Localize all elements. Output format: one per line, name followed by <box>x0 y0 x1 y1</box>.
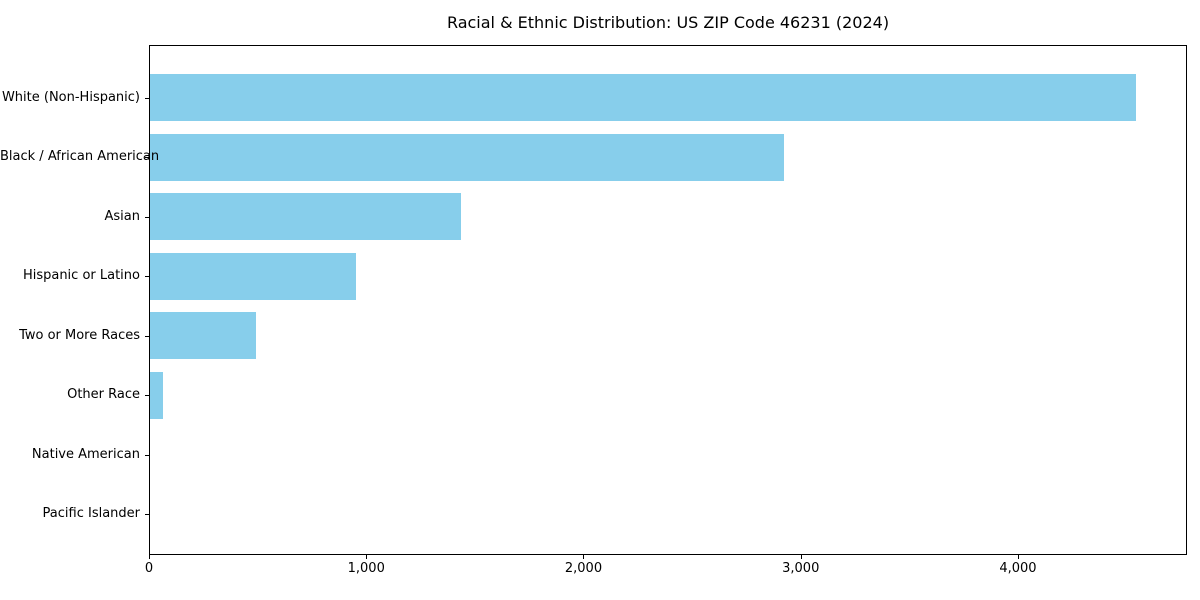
y-tick-label-two-or-more-races: Two or More Races <box>19 327 140 343</box>
y-tick-label-asian: Asian <box>104 208 140 224</box>
x-tick-label: 2,000 <box>564 561 603 576</box>
y-tick-mark <box>145 395 149 397</box>
x-tick-label: 0 <box>144 561 154 576</box>
y-tick-label-other-race: Other Race <box>67 387 140 403</box>
x-tick-label: 4,000 <box>999 561 1037 576</box>
x-tick-mark <box>366 555 368 559</box>
y-tick-label-hispanic-or-latino: Hispanic or Latino <box>22 268 140 284</box>
y-tick-label-native-american: Native American <box>31 446 140 462</box>
y-tick-mark <box>145 216 149 218</box>
x-tick-mark <box>800 555 802 559</box>
bar-black-african-american <box>150 133 784 181</box>
chart-title: Racial & Ethnic Distribution: US ZIP Cod… <box>446 13 890 32</box>
x-tick-mark <box>583 555 585 559</box>
y-tick-mark <box>145 514 149 516</box>
y-tick-mark <box>145 454 149 456</box>
x-tick-mark <box>1017 555 1019 559</box>
y-tick-mark <box>145 97 149 99</box>
x-tick-mark <box>149 555 150 559</box>
bar-white-non-hispanic <box>150 74 1136 122</box>
y-tick-label-black-african-american: Black / African American <box>0 149 160 165</box>
y-tick-mark <box>145 335 149 337</box>
y-tick-label-white-non-hispanic: White (Non-Hispanic) <box>1 89 140 105</box>
x-tick-label: 3,000 <box>782 561 820 576</box>
x-tick-label: 1,000 <box>347 561 385 576</box>
y-tick-mark <box>145 157 149 159</box>
bar-two-or-more-races <box>150 312 256 360</box>
plot-area <box>149 45 1187 555</box>
bar-asian <box>150 193 461 241</box>
y-tick-mark <box>145 276 149 278</box>
bar-hispanic-or-latino <box>150 252 356 300</box>
bar-other-race <box>150 371 163 419</box>
y-tick-label-pacific-islander: Pacific Islander <box>42 506 140 522</box>
